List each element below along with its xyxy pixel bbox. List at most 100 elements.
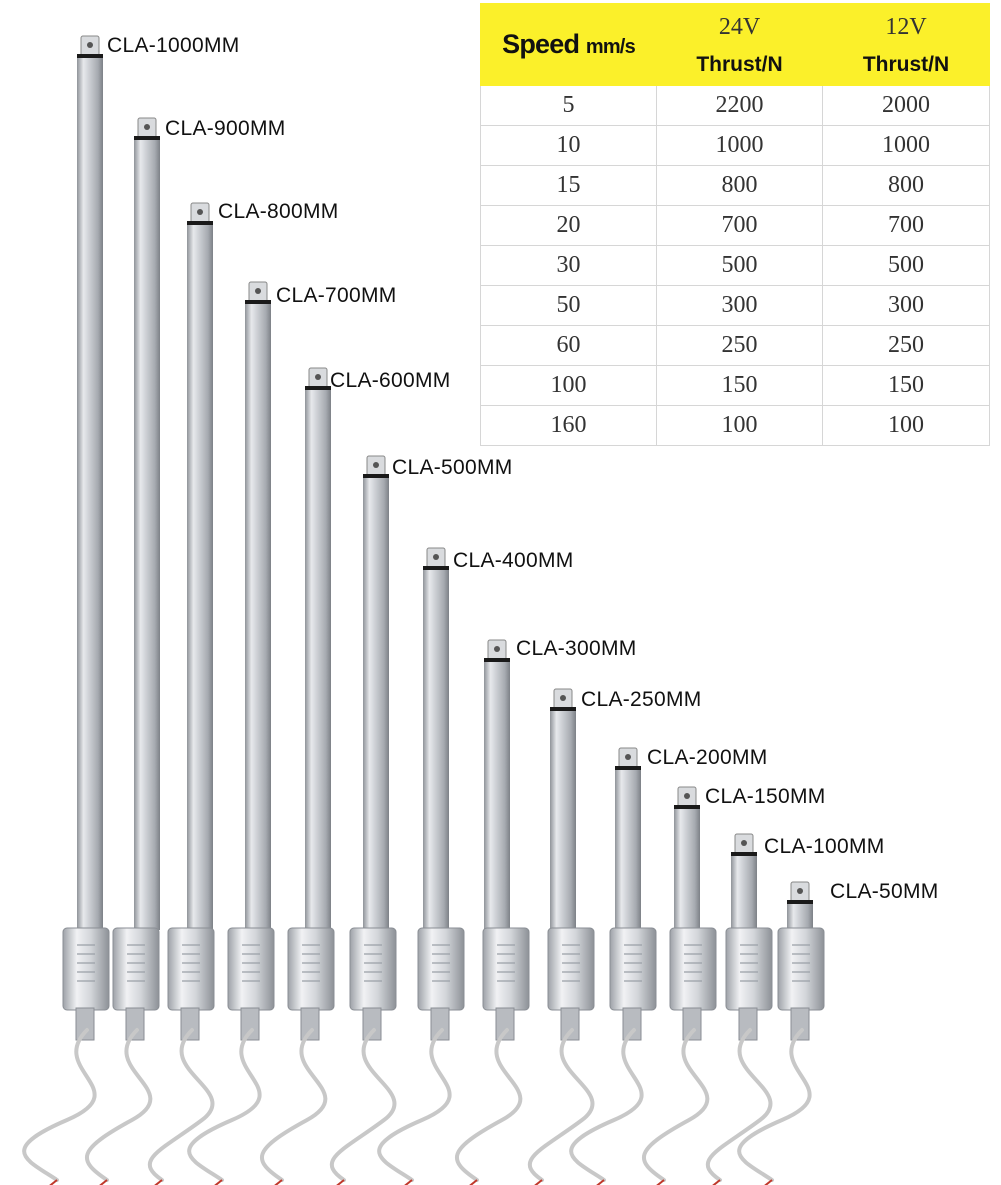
table-row: 10 1000 1000 [480, 125, 990, 166]
cable [737, 1028, 812, 1182]
table-row: 60 250 250 [480, 325, 990, 366]
speed-header-cell: Speed mm/s [480, 3, 657, 86]
thrust-24v-cell: 150 [656, 365, 823, 406]
wire-lead [274, 1179, 283, 1185]
wire-lead [336, 1179, 345, 1185]
thrust-12v-cell: 250 [822, 325, 990, 366]
table-row: 20 700 700 [480, 205, 990, 246]
thrust-24v-cell: 800 [656, 165, 823, 206]
linear-actuator [227, 281, 275, 1041]
thrust-12v-cell: 100 [822, 405, 990, 446]
cable [22, 1028, 97, 1182]
speed-cell: 15 [480, 165, 657, 206]
speed-header: Speed [502, 29, 580, 59]
cable [147, 1028, 215, 1182]
actuator-label: CLA-500MM [392, 456, 513, 479]
voltage-12v-label: 12V [885, 14, 927, 40]
wire-lead [99, 1179, 108, 1185]
speed-cell: 160 [480, 405, 657, 446]
speed-cell: 5 [480, 85, 657, 126]
thrust-12v-cell: 700 [822, 205, 990, 246]
actuator-label: CLA-800MM [218, 200, 339, 223]
cable [642, 1028, 710, 1182]
actuator-label: CLA-900MM [165, 117, 286, 140]
thrust-12v-cell: 1000 [822, 125, 990, 166]
actuator-label: CLA-400MM [453, 549, 574, 572]
linear-actuator [482, 639, 530, 1041]
cable [329, 1028, 397, 1182]
wire-lead [49, 1179, 58, 1185]
table-row: 15 800 800 [480, 165, 990, 206]
thrust-12v-cell: 300 [822, 285, 990, 326]
actuator-label: CLA-250MM [581, 688, 702, 711]
cable [455, 1028, 523, 1182]
thrust-24v-cell: 1000 [656, 125, 823, 166]
thrust-12v-cell: 800 [822, 165, 990, 206]
cable [85, 1028, 153, 1182]
actuator-label: CLA-100MM [764, 835, 885, 858]
linear-actuator [349, 455, 397, 1041]
actuator-label: CLA-200MM [647, 746, 768, 769]
voltage-12v-header-cell: 12V Thrust/N [822, 3, 990, 86]
thrust-24v-cell: 500 [656, 245, 823, 286]
linear-actuator [112, 117, 160, 1041]
wire-lead [712, 1179, 721, 1185]
thrust-24v-cell: 700 [656, 205, 823, 246]
speed-cell: 20 [480, 205, 657, 246]
actuator-label: CLA-150MM [705, 785, 826, 808]
voltage-24v-header-cell: 24V Thrust/N [656, 3, 823, 86]
actuator-label: CLA-50MM [830, 880, 939, 903]
cable [527, 1028, 595, 1182]
actuator-label: CLA-300MM [516, 637, 637, 660]
speed-thrust-table: Speed mm/s 24V Thrust/N 12V Thrust/N 5 22… [480, 3, 990, 446]
linear-actuator [62, 35, 110, 1041]
table-row: 5 2200 2000 [480, 85, 990, 126]
actuator-label: CLA-700MM [276, 284, 397, 307]
actuator-label: CLA-600MM [330, 369, 451, 392]
cable [377, 1028, 452, 1182]
wire-lead [656, 1179, 665, 1185]
linear-actuator [417, 547, 465, 1041]
table-row: 100 150 150 [480, 365, 990, 406]
linear-actuator [609, 747, 657, 1041]
linear-actuator [287, 367, 335, 1041]
wire-lead [534, 1179, 543, 1185]
linear-actuator [777, 881, 825, 1041]
thrust-24v-cell: 2200 [656, 85, 823, 126]
table-row: 160 100 100 [480, 405, 990, 446]
thrust-12v-label: Thrust/N [862, 53, 950, 76]
thrust-24v-cell: 300 [656, 285, 823, 326]
speed-cell: 60 [480, 325, 657, 366]
wire-lead [469, 1179, 478, 1185]
linear-actuator [167, 202, 215, 1041]
wire-lead [764, 1179, 773, 1185]
cable [187, 1028, 262, 1182]
wire-lead [154, 1179, 163, 1185]
thrust-24v-cell: 250 [656, 325, 823, 366]
speed-cell: 100 [480, 365, 657, 406]
actuator-label: CLA-1000MM [107, 34, 240, 57]
thrust-24v-cell: 100 [656, 405, 823, 446]
thrust-12v-cell: 500 [822, 245, 990, 286]
table-row: 50 300 300 [480, 285, 990, 326]
voltage-24v-label: 24V [718, 14, 761, 40]
thrust-12v-cell: 150 [822, 365, 990, 406]
wire-lead [214, 1179, 223, 1185]
wire-lead [596, 1179, 605, 1185]
table-row: 30 500 500 [480, 245, 990, 286]
speed-unit: mm/s [585, 36, 636, 58]
cable [260, 1028, 328, 1182]
cable [705, 1028, 773, 1182]
linear-actuator [669, 786, 717, 1041]
speed-cell: 50 [480, 285, 657, 326]
thrust-24v-label: Thrust/N [696, 53, 783, 76]
cable [569, 1028, 644, 1182]
linear-actuator [725, 833, 773, 1041]
linear-actuator [547, 688, 595, 1041]
speed-cell: 10 [480, 125, 657, 166]
wire-lead [404, 1179, 413, 1185]
thrust-12v-cell: 2000 [822, 85, 990, 126]
table-header-row: Speed mm/s 24V Thrust/N 12V Thrust/N [480, 3, 990, 86]
speed-cell: 30 [480, 245, 657, 286]
